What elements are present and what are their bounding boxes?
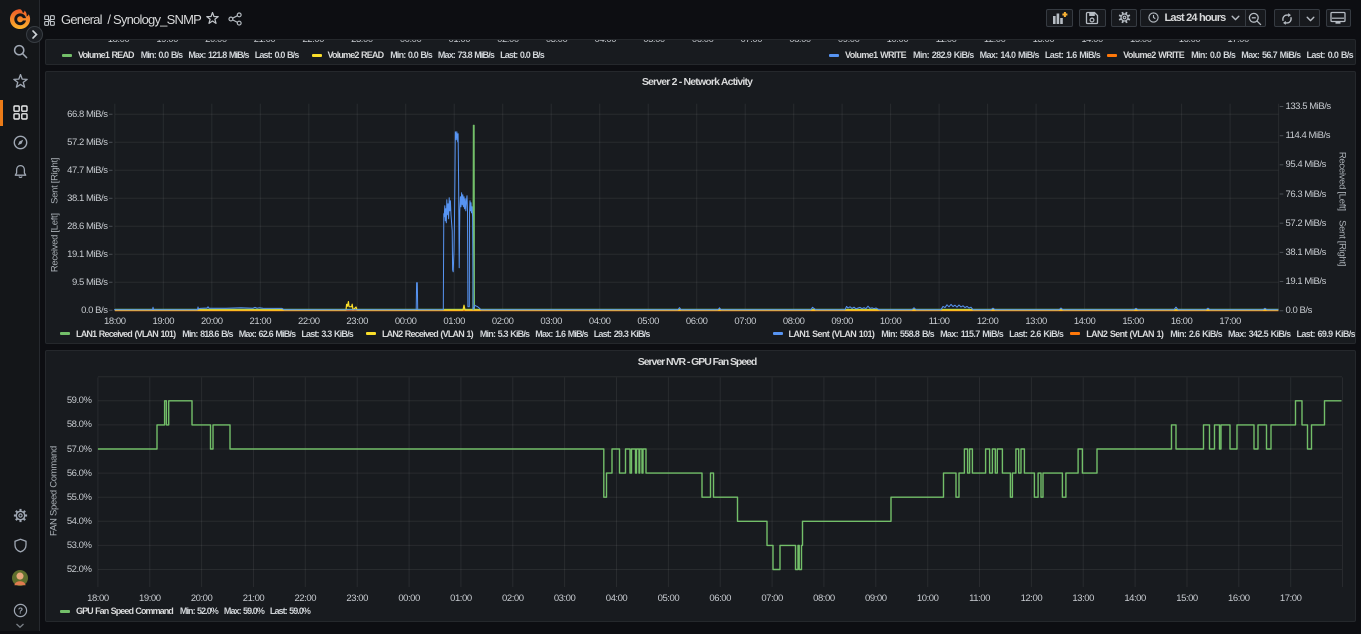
svg-text:?: ? bbox=[17, 606, 22, 616]
